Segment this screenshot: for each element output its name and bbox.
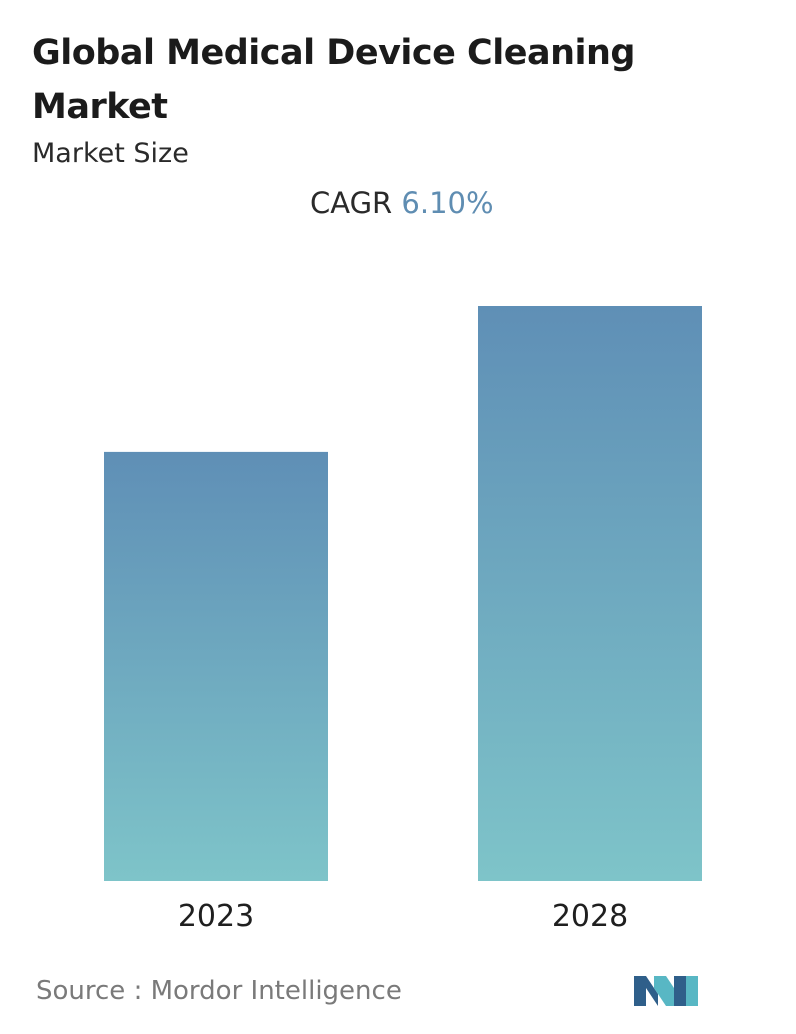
cagr-label: CAGR xyxy=(310,186,393,220)
source-label: Source : xyxy=(36,976,143,1006)
x-tick-labels: 2023 2028 xyxy=(178,899,628,934)
cagr-annotation: CAGR 6.10% xyxy=(310,186,494,220)
source-credit: Source : Mordor Intelligence xyxy=(36,976,402,1006)
x-tick-label-2023: 2023 xyxy=(178,899,254,934)
logo-shape-left xyxy=(634,976,658,1006)
logo-shape-far-right xyxy=(686,976,698,1006)
logo-shape-right xyxy=(674,976,686,1006)
bar-2028 xyxy=(478,306,702,881)
x-tick-label-2028: 2028 xyxy=(552,899,628,934)
chart-subtitle: Market Size xyxy=(32,138,189,169)
bar-chart: 2023 2028 xyxy=(104,306,702,934)
bars-group xyxy=(104,306,702,881)
logo-shape-middle xyxy=(654,976,678,1006)
source-name: Mordor Intelligence xyxy=(150,976,402,1006)
mordor-intelligence-logo xyxy=(634,976,698,1006)
cagr-value: 6.10% xyxy=(401,186,494,220)
bar-2023 xyxy=(104,451,328,881)
chart-title: Global Medical Device Cleaning Market xyxy=(32,33,636,127)
